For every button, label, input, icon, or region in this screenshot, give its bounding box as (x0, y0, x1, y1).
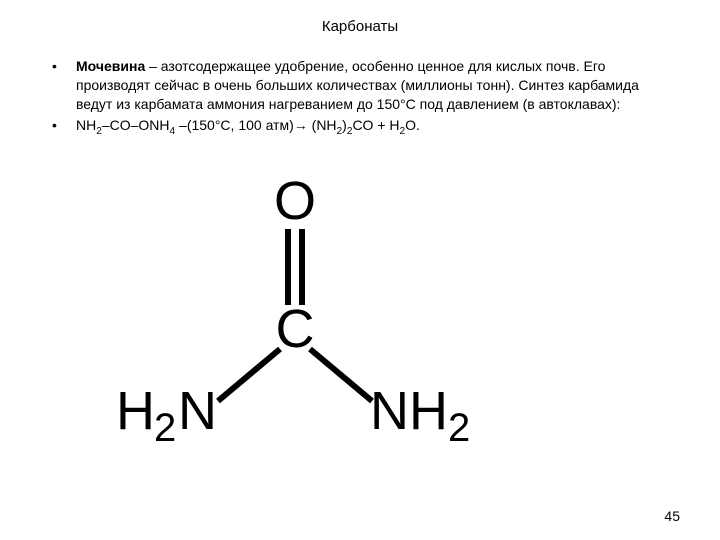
bullet-text: NH2–CO–ONH4 –(150°С, 100 атм)→ (NH2)2CO … (76, 116, 670, 135)
list-item: • Мочевина – азотсодержащее удобрение, о… (50, 57, 670, 114)
atom-c: C (276, 299, 315, 359)
eq-part: –CO–ONH (102, 117, 170, 133)
bond-right (310, 349, 372, 401)
bold-term: Мочевина (76, 58, 145, 74)
eq-part: CO + H (352, 117, 399, 133)
bullet-marker: • (50, 116, 76, 135)
eq-arrow: → (294, 117, 308, 133)
bullet-marker: • (50, 57, 76, 76)
slide-page: Карбонаты • Мочевина – азотсодержащее уд… (0, 0, 720, 540)
urea-structure-svg: O C H 2 N NH 2 (110, 163, 480, 443)
bullet-text: Мочевина – азотсодержащее удобрение, осо… (76, 57, 670, 114)
chemical-structure: O C H 2 N NH 2 (50, 163, 670, 443)
atom-left-h: H (116, 381, 155, 441)
atom-right-2: 2 (448, 406, 470, 443)
eq-part: NH (76, 117, 96, 133)
page-number: 45 (664, 508, 680, 524)
atom-o: O (274, 171, 316, 231)
atom-left-n: N (178, 381, 217, 441)
eq-part: –(150°С, 100 атм) (175, 117, 294, 133)
eq-part: O. (405, 117, 420, 133)
atom-left-2: 2 (154, 406, 176, 443)
page-title: Карбонаты (50, 18, 670, 35)
bond-left (218, 349, 280, 401)
atom-right-nh: NH (370, 381, 448, 441)
eq-part: (NH (308, 117, 337, 133)
bullet-rest: – азотсодержащее удобрение, особенно цен… (76, 58, 639, 112)
list-item: • NH2–CO–ONH4 –(150°С, 100 атм)→ (NH2)2C… (50, 116, 670, 135)
bullet-list: • Мочевина – азотсодержащее удобрение, о… (50, 57, 670, 135)
